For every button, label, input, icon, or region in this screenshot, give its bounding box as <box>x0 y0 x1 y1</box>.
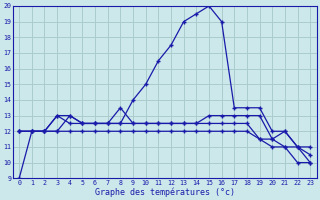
X-axis label: Graphe des températures (°c): Graphe des températures (°c) <box>95 187 235 197</box>
